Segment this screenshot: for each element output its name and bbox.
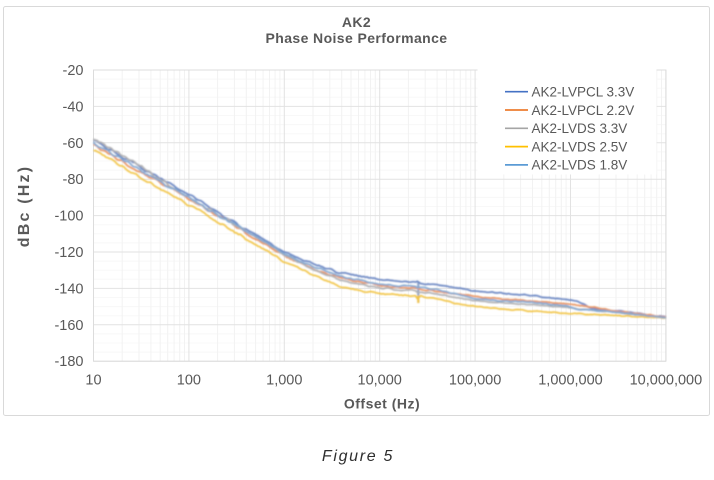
- svg-text:1,000: 1,000: [266, 372, 302, 388]
- svg-text:-60: -60: [63, 136, 84, 152]
- svg-text:-180: -180: [54, 354, 83, 370]
- svg-text:Offset (Hz): Offset (Hz): [344, 396, 420, 412]
- svg-text:10,000,000: 10,000,000: [630, 372, 703, 388]
- svg-text:Figure 5: Figure 5: [322, 448, 394, 465]
- svg-text:-20: -20: [63, 63, 84, 79]
- svg-text:100,000: 100,000: [449, 372, 501, 388]
- svg-text:-80: -80: [63, 172, 84, 188]
- svg-text:100: 100: [177, 372, 201, 388]
- svg-text:1,000,000: 1,000,000: [538, 372, 603, 388]
- svg-text:-120: -120: [54, 245, 83, 261]
- svg-text:-160: -160: [54, 318, 83, 334]
- svg-text:10,000: 10,000: [358, 372, 402, 388]
- svg-text:-140: -140: [54, 281, 83, 297]
- svg-text:AK2-LVDS 1.8V: AK2-LVDS 1.8V: [532, 158, 628, 173]
- svg-text:AK2-LVPCL 3.3V: AK2-LVPCL 3.3V: [532, 85, 635, 100]
- svg-text:AK2-LVPCL 2.2V: AK2-LVPCL 2.2V: [532, 103, 635, 118]
- svg-text:Phase Noise Performance: Phase Noise Performance: [266, 30, 448, 46]
- svg-text:dBc (Hz): dBc (Hz): [16, 165, 33, 247]
- svg-text:AK2-LVDS 2.5V: AK2-LVDS 2.5V: [532, 139, 628, 154]
- svg-text:10: 10: [85, 372, 101, 388]
- svg-text:-40: -40: [63, 99, 84, 115]
- svg-text:-100: -100: [54, 209, 83, 225]
- svg-text:AK2-LVDS 3.3V: AK2-LVDS 3.3V: [532, 121, 628, 136]
- svg-text:AK2: AK2: [342, 14, 371, 30]
